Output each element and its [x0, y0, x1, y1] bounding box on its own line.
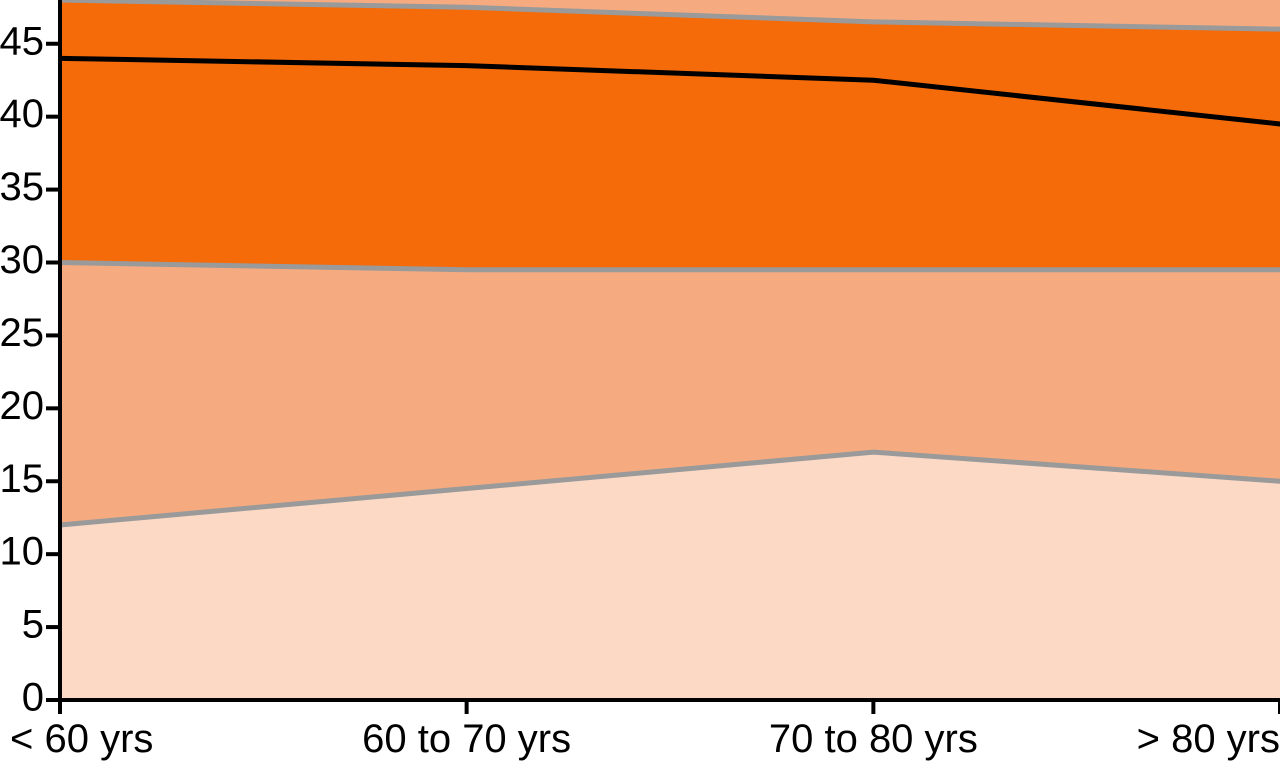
y-tick-label: 0 [22, 676, 44, 720]
y-tick-label: 15 [0, 457, 44, 501]
y-tick-label: 10 [0, 530, 44, 574]
stacked-area-chart: 0 5 10 15 20 25 30 35 40 45 < 60 yrs 60 to 70 yrs 70… [0, 0, 1280, 765]
area-band-top [60, 0, 1280, 270]
y-tick-label: 20 [0, 384, 44, 428]
x-tick-label: 70 to 80 yrs [769, 717, 978, 761]
x-tick-label: < 60 yrs [10, 717, 153, 761]
x-tick-label: > 80 yrs [1137, 717, 1280, 761]
y-tick-label: 40 [0, 92, 44, 136]
y-tick-label: 25 [0, 311, 44, 355]
chart-svg: 0 5 10 15 20 25 30 35 40 45 < 60 yrs 60 to 70 yrs 70… [0, 0, 1280, 765]
y-tick-label: 30 [0, 238, 44, 282]
y-tick-label: 35 [0, 165, 44, 209]
y-tick-label: 45 [0, 19, 44, 63]
y-tick-label: 5 [22, 603, 44, 647]
x-tick-label: 60 to 70 yrs [362, 717, 571, 761]
